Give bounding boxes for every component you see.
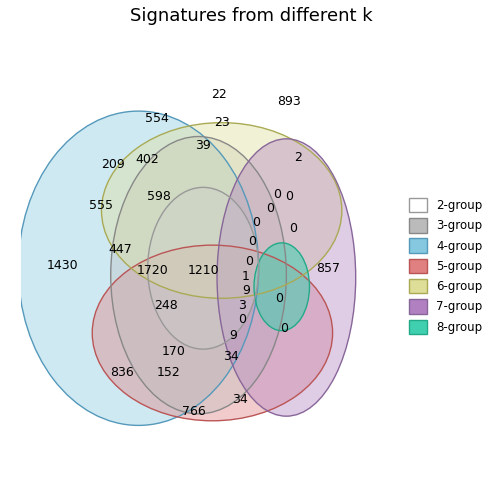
Text: 836: 836: [110, 366, 134, 379]
Title: Signatures from different k: Signatures from different k: [131, 7, 373, 25]
Text: 9: 9: [242, 284, 249, 297]
Text: 1720: 1720: [137, 264, 168, 277]
Text: 248: 248: [154, 299, 178, 312]
Text: 3: 3: [238, 299, 246, 312]
Text: 893: 893: [277, 95, 300, 108]
Text: 1: 1: [242, 270, 249, 283]
Text: 402: 402: [136, 153, 160, 166]
Text: 0: 0: [275, 292, 283, 305]
Ellipse shape: [217, 139, 356, 416]
Text: 170: 170: [161, 345, 185, 358]
Ellipse shape: [111, 137, 286, 414]
Text: 22: 22: [212, 88, 227, 101]
Text: 209: 209: [101, 158, 125, 171]
Ellipse shape: [148, 187, 259, 349]
Text: 0: 0: [238, 312, 246, 326]
Text: 0: 0: [247, 235, 256, 248]
Text: 39: 39: [195, 139, 211, 152]
Text: 34: 34: [232, 394, 248, 407]
Text: 152: 152: [157, 366, 180, 379]
Text: 0: 0: [280, 322, 288, 335]
Text: 766: 766: [182, 405, 206, 418]
Text: 0: 0: [253, 216, 261, 228]
Ellipse shape: [92, 245, 333, 421]
Text: 9: 9: [229, 329, 237, 342]
Text: 555: 555: [90, 200, 113, 212]
Text: 23: 23: [214, 116, 229, 129]
Text: 0: 0: [245, 255, 254, 268]
Text: 0: 0: [273, 188, 281, 201]
Text: 598: 598: [147, 190, 171, 203]
Text: 0: 0: [266, 202, 274, 215]
Text: 1430: 1430: [46, 260, 78, 273]
Text: 0: 0: [285, 190, 293, 203]
Ellipse shape: [254, 243, 309, 331]
Text: 447: 447: [108, 243, 132, 256]
Text: 857: 857: [316, 262, 340, 275]
Ellipse shape: [101, 122, 342, 298]
Text: 2: 2: [294, 151, 302, 164]
Ellipse shape: [18, 111, 259, 425]
Text: 34: 34: [223, 350, 239, 362]
Text: 1210: 1210: [187, 264, 219, 277]
Text: 554: 554: [145, 111, 169, 124]
Text: 0: 0: [289, 222, 297, 235]
Legend: 2-group, 3-group, 4-group, 5-group, 6-group, 7-group, 8-group: 2-group, 3-group, 4-group, 5-group, 6-gr…: [406, 194, 486, 338]
